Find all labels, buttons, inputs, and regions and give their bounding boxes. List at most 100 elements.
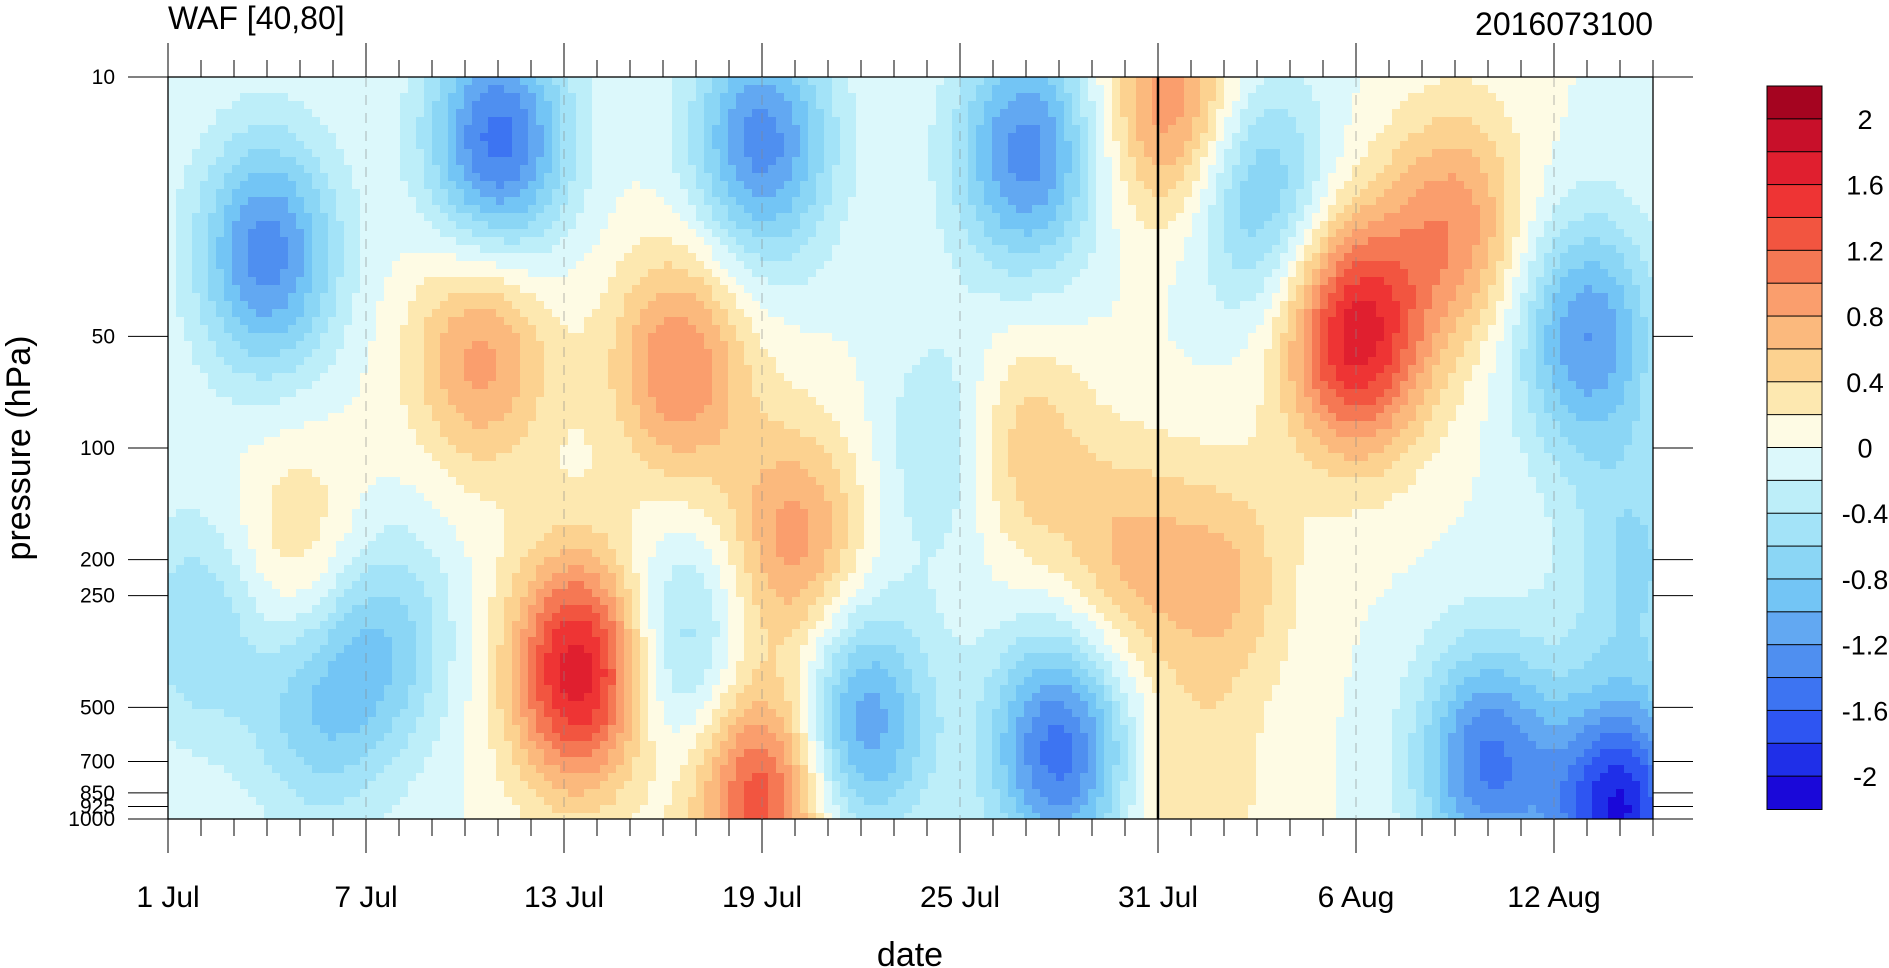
contour-cell: [504, 605, 513, 614]
contour-cell: [368, 733, 377, 742]
contour-cell: [168, 605, 177, 614]
contour-cell: [232, 357, 241, 366]
contour-cell: [312, 117, 321, 126]
contour-cell: [408, 517, 417, 526]
contour-cell: [552, 133, 561, 142]
contour-cell: [304, 333, 313, 342]
contour-cell: [360, 213, 369, 222]
contour-cell: [392, 781, 401, 790]
contour-cell: [216, 645, 225, 654]
contour-cell: [552, 301, 561, 310]
contour-cell: [176, 181, 185, 190]
contour-cell: [344, 533, 353, 542]
contour-cell: [232, 725, 241, 734]
contour-cell: [440, 261, 449, 270]
contour-cell: [352, 477, 361, 486]
contour-cell: [328, 429, 337, 438]
contour-cell: [456, 317, 465, 326]
contour-cell: [440, 405, 449, 414]
contour-cell: [312, 293, 321, 302]
contour-cell: [320, 373, 329, 382]
contour-cell: [480, 189, 489, 198]
contour-cell: [240, 421, 249, 430]
contour-cell: [240, 573, 249, 582]
contour-cell: [256, 165, 265, 174]
contour-cell: [168, 141, 177, 150]
contour-cell: [288, 133, 297, 142]
contour-cell: [184, 669, 193, 678]
contour-cell: [272, 125, 281, 134]
contour-cell: [400, 141, 409, 150]
contour-cell: [208, 205, 217, 214]
contour-cell: [312, 533, 321, 542]
contour-cell: [384, 245, 393, 254]
contour-cell: [184, 541, 193, 550]
contour-cell: [368, 189, 377, 198]
contour-cell: [528, 501, 537, 510]
contour-cell: [416, 797, 425, 806]
contour-cell: [272, 141, 281, 150]
contour-cell: [168, 693, 177, 702]
contour-cell: [544, 445, 553, 454]
contour-cell: [504, 181, 513, 190]
contour-cell: [224, 757, 233, 766]
contour-cell: [456, 237, 465, 246]
contour-cell: [280, 93, 289, 102]
contour-cell: [304, 149, 313, 158]
contour-cell: [208, 589, 217, 598]
contour-cell: [208, 461, 217, 470]
contour-cell: [528, 293, 537, 302]
contour-cell: [312, 421, 321, 430]
contour-cell: [280, 541, 289, 550]
contour-cell: [216, 381, 225, 390]
contour-cell: [344, 85, 353, 94]
contour-cell: [216, 813, 225, 822]
contour-cell: [504, 101, 513, 110]
contour-cell: [288, 445, 297, 454]
contour-cell: [512, 813, 521, 822]
contour-cell: [208, 373, 217, 382]
contour-cell: [456, 381, 465, 390]
contour-cell: [480, 549, 489, 558]
contour-cell: [368, 429, 377, 438]
contour-cell: [448, 461, 457, 470]
contour-cell: [344, 557, 353, 566]
contour-cell: [224, 365, 233, 374]
contour-cell: [216, 605, 225, 614]
contour-cell: [336, 221, 345, 230]
contour-cell: [328, 109, 337, 118]
contour-cell: [224, 237, 233, 246]
contour-cell: [248, 573, 257, 582]
contour-cell: [272, 245, 281, 254]
contour-cell: [312, 509, 321, 518]
contour-cell: [400, 357, 409, 366]
contour-cell: [424, 581, 433, 590]
contour-cell: [296, 189, 305, 198]
contour-cell: [576, 645, 585, 654]
contour-cell: [536, 717, 545, 726]
contour-cell: [272, 373, 281, 382]
contour-cell: [400, 341, 409, 350]
contour-cell: [320, 565, 329, 574]
contour-cell: [176, 405, 185, 414]
contour-cell: [232, 261, 241, 270]
contour-cell: [248, 773, 257, 782]
contour-cell: [312, 189, 321, 198]
contour-cell: [200, 181, 209, 190]
contour-cell: [336, 557, 345, 566]
contour-cell: [496, 101, 505, 110]
contour-cell: [288, 117, 297, 126]
contour-cell: [272, 477, 281, 486]
contour-cell: [296, 741, 305, 750]
contour-cell: [272, 669, 281, 678]
contour-cell: [208, 733, 217, 742]
contour-cell: [536, 357, 545, 366]
contour-cell: [288, 181, 297, 190]
contour-cell: [288, 469, 297, 478]
contour-cell: [528, 541, 537, 550]
contour-cell: [544, 365, 553, 374]
contour-cell: [360, 405, 369, 414]
contour-cell: [312, 693, 321, 702]
contour-cell: [416, 205, 425, 214]
contour-cell: [184, 661, 193, 670]
